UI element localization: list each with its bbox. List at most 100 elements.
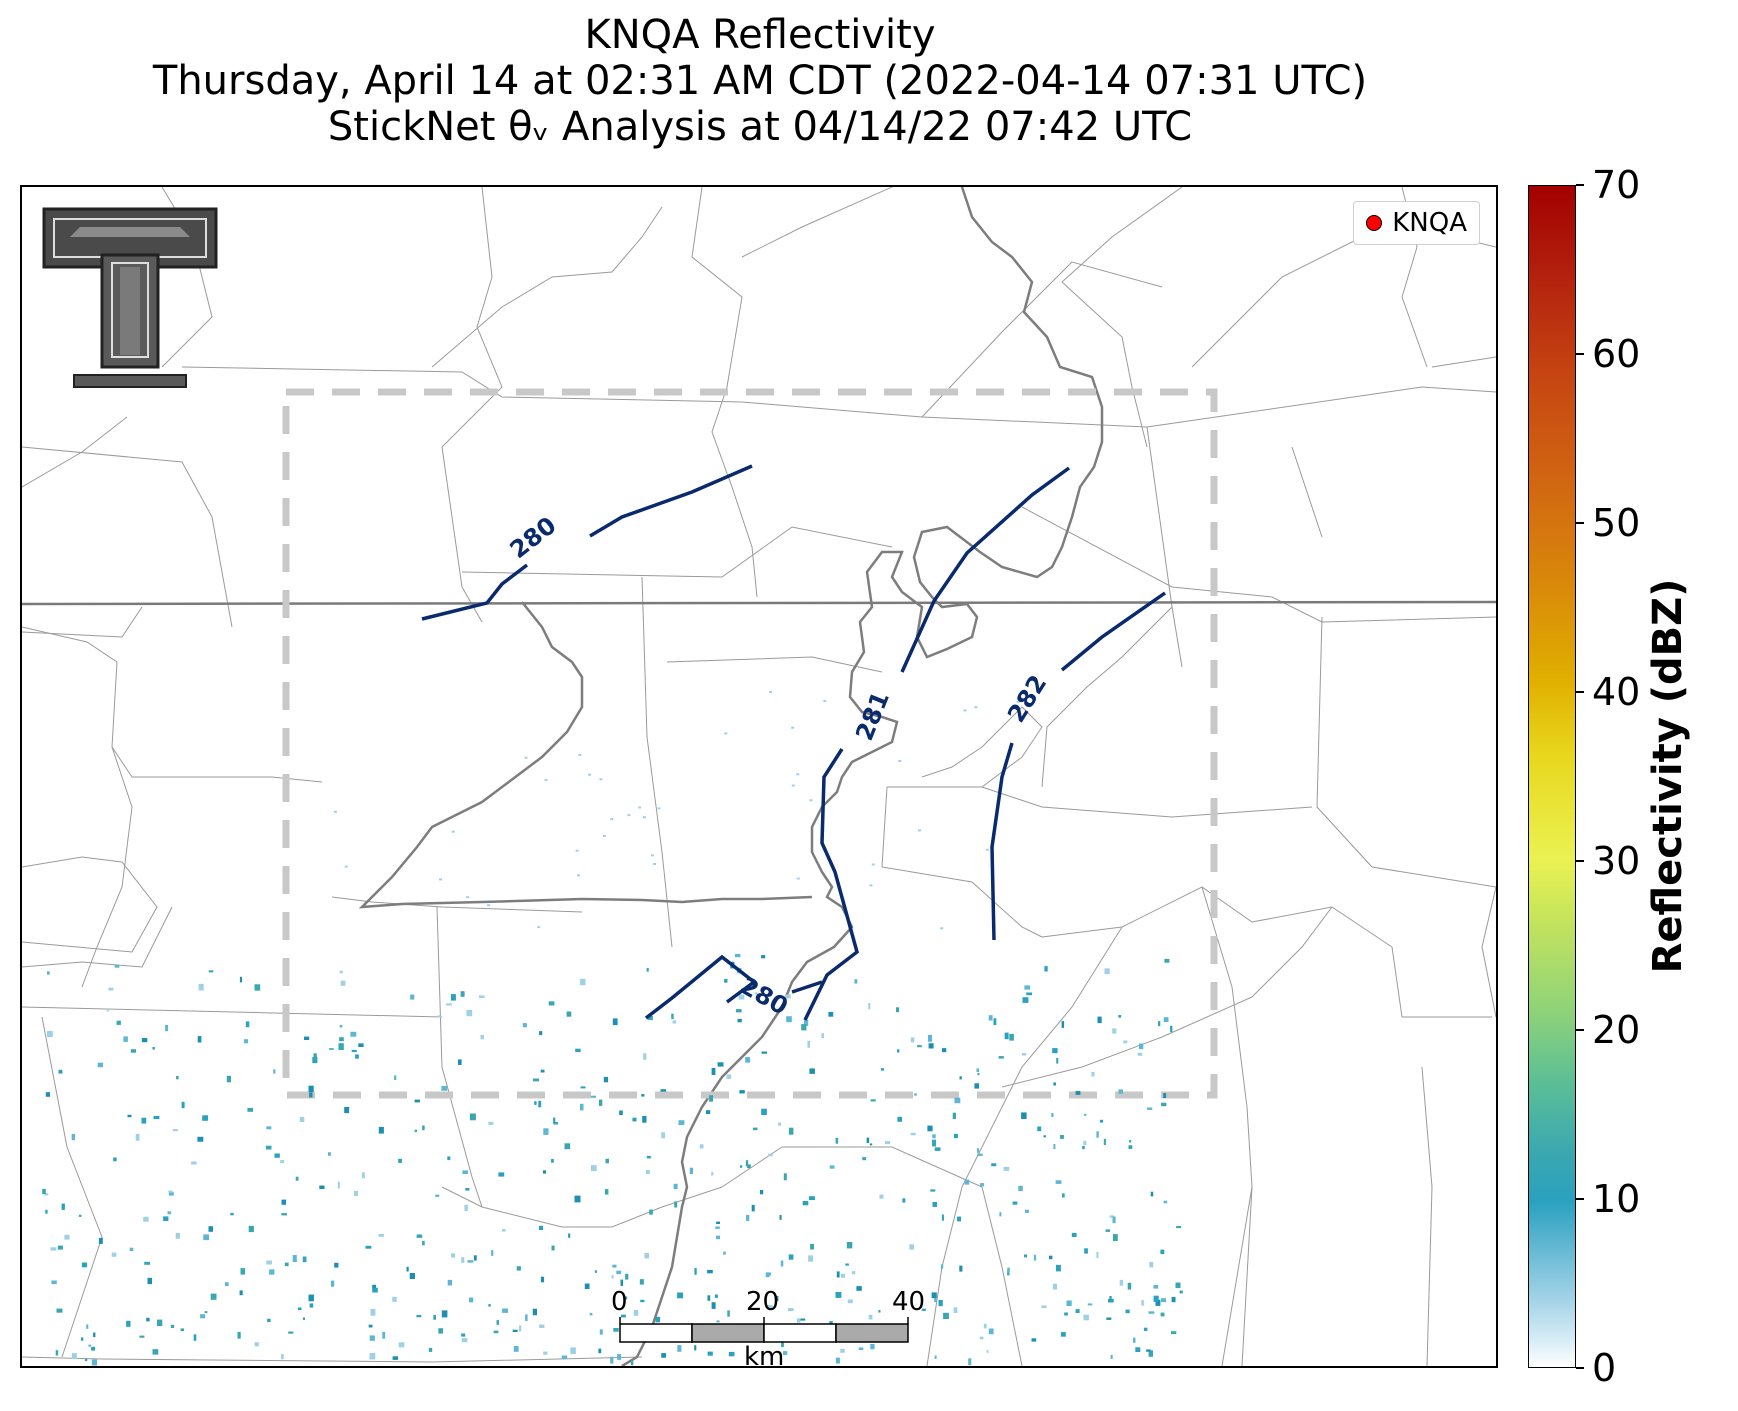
echo-pixel: [309, 1303, 314, 1308]
echo-pixel: [439, 878, 442, 881]
echo-pixel: [734, 953, 741, 958]
echo-pixel: [1037, 1126, 1042, 1132]
echo-pixel: [988, 1328, 994, 1335]
echo-pixel: [237, 1331, 241, 1339]
echo-pixel: [543, 1128, 549, 1135]
echo-pixel: [711, 1068, 716, 1075]
echo-pixel: [599, 778, 603, 781]
echo-pixel: [809, 1068, 815, 1074]
echo-pixel: [382, 1331, 386, 1339]
echo-pixel: [840, 1348, 845, 1353]
echo-pixel: [707, 1351, 713, 1356]
echo-pixel: [871, 863, 875, 866]
echo-pixel: [1084, 1113, 1087, 1116]
echo-pixel: [754, 992, 758, 995]
echo-pixel: [487, 904, 491, 907]
echo-pixel: [1127, 1282, 1132, 1290]
echo-pixel: [983, 1323, 987, 1329]
echo-pixel: [694, 1345, 697, 1351]
echo-pixel: [135, 1133, 140, 1141]
echo-pixel: [715, 1226, 720, 1229]
map-panel: 280 281 282 280 KNQA 0 20: [20, 185, 1498, 1368]
echo-pixel: [245, 1021, 250, 1028]
echo-pixel: [963, 709, 967, 712]
echo-pixel: [108, 987, 114, 991]
echo-pixel: [226, 1075, 231, 1083]
echo-pixel: [717, 1062, 724, 1067]
echo-pixel: [660, 1089, 667, 1092]
echo-pixel: [845, 1263, 849, 1266]
echo-pixel: [1083, 1140, 1087, 1146]
echo-pixel: [473, 1255, 477, 1261]
echo-pixel: [616, 1270, 622, 1275]
echo-pixel: [977, 1153, 983, 1156]
colorbar-tick-label: 10: [1592, 1177, 1641, 1221]
echo-pixel: [414, 1129, 418, 1133]
echo-pixel: [707, 1269, 713, 1274]
echo-pixel: [977, 1072, 980, 1076]
echo-pixel: [835, 1292, 842, 1298]
echo-pixel: [1043, 1135, 1046, 1138]
echo-pixel: [288, 1331, 294, 1334]
echo-pixel: [649, 1209, 653, 1215]
echo-pixel: [437, 1015, 442, 1018]
echo-pixel: [796, 773, 800, 776]
echo-pixel: [598, 1348, 602, 1354]
echo-pixel: [208, 970, 214, 973]
echo-pixel: [623, 1296, 628, 1300]
echo-pixel: [709, 1095, 713, 1102]
echo-pixel: [50, 1247, 57, 1251]
echo-pixel: [677, 1292, 683, 1299]
echo-pixel: [781, 1341, 784, 1348]
echo-pixel: [868, 1314, 873, 1320]
echo-pixel: [953, 1307, 958, 1313]
echo-pixel: [152, 1047, 155, 1050]
echo-pixel: [968, 1358, 972, 1366]
echo-pixel: [646, 1155, 651, 1159]
echo-pixel: [611, 1275, 614, 1279]
county-boundaries: [22, 187, 1496, 1366]
echo-pixel: [655, 1316, 661, 1323]
echo-pixel: [406, 1266, 409, 1272]
echo-pixel: [392, 1356, 399, 1360]
echo-pixel: [711, 1172, 714, 1176]
echo-pixel: [1160, 1312, 1165, 1317]
echo-pixel: [447, 1156, 451, 1161]
echo-pixel: [928, 1043, 934, 1049]
echo-pixel: [610, 1356, 614, 1364]
echo-pixel: [910, 1132, 916, 1136]
echo-pixel: [940, 927, 944, 930]
echo-pixel: [1158, 1021, 1161, 1027]
echo-pixel: [267, 1318, 271, 1323]
echo-pixel: [671, 1013, 674, 1020]
echo-pixel: [458, 1059, 462, 1065]
echo-pixel: [81, 1337, 84, 1341]
echo-pixel: [1171, 1331, 1177, 1335]
echo-pixel: [580, 1103, 584, 1111]
echo-pixel: [769, 691, 773, 694]
title-line-3: StickNet θᵥ Analysis at 04/14/22 07:42 U…: [327, 104, 1193, 150]
echo-pixel: [88, 1344, 91, 1347]
echo-pixel: [930, 1189, 936, 1192]
echo-pixel: [869, 884, 873, 887]
echo-pixel: [1060, 1332, 1066, 1337]
echo-pixel: [45, 1209, 48, 1214]
echo-pixel: [548, 1001, 555, 1006]
echo-pixel: [191, 1161, 197, 1165]
echo-pixel: [796, 1318, 801, 1323]
echo-pixel: [836, 1271, 840, 1278]
echo-pixel: [198, 983, 204, 991]
echo-pixel: [292, 1255, 297, 1262]
echo-pixel: [1150, 1191, 1154, 1197]
echo-pixel: [78, 1214, 82, 1217]
colorbar-tick-mark: [1576, 1198, 1584, 1200]
echo-pixel: [802, 1201, 809, 1206]
echo-pixel: [580, 978, 586, 986]
echo-pixel: [630, 1360, 634, 1366]
echo-pixel: [1104, 968, 1110, 975]
echo-pixel: [910, 1037, 915, 1043]
echo-pixel: [329, 1048, 334, 1050]
echo-pixel: [884, 1141, 891, 1145]
contour-280-north: [421, 563, 529, 621]
echo-pixel: [143, 1216, 149, 1222]
